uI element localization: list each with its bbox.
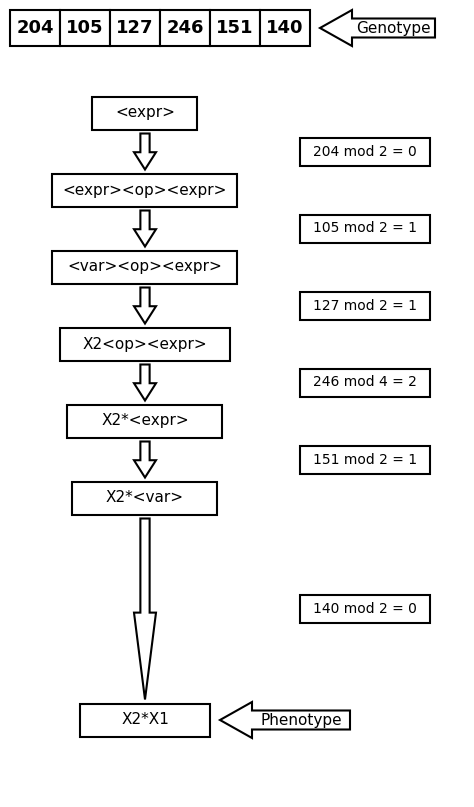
- Bar: [110, 10, 160, 46]
- Bar: [60, 328, 230, 361]
- Text: X2*<var>: X2*<var>: [106, 491, 184, 505]
- Polygon shape: [220, 702, 350, 738]
- Bar: [53, 174, 237, 207]
- Text: X2*<expr>: X2*<expr>: [101, 413, 189, 429]
- Text: 127 mod 2 = 1: 127 mod 2 = 1: [313, 299, 417, 312]
- Bar: [300, 445, 430, 474]
- Text: 204: 204: [16, 19, 54, 37]
- Polygon shape: [134, 133, 156, 169]
- Bar: [60, 10, 110, 46]
- Text: X2*X1: X2*X1: [121, 713, 169, 727]
- Polygon shape: [320, 10, 435, 46]
- Text: 105 mod 2 = 1: 105 mod 2 = 1: [313, 221, 417, 236]
- Bar: [10, 10, 60, 46]
- Text: 204 mod 2 = 0: 204 mod 2 = 0: [313, 144, 417, 158]
- Bar: [80, 704, 210, 737]
- Text: 246 mod 4 = 2: 246 mod 4 = 2: [313, 375, 417, 390]
- Polygon shape: [134, 519, 156, 700]
- Bar: [300, 291, 430, 320]
- Bar: [73, 482, 218, 515]
- Text: 151 mod 2 = 1: 151 mod 2 = 1: [313, 453, 417, 466]
- Text: 127: 127: [116, 19, 154, 37]
- Polygon shape: [134, 287, 156, 324]
- Text: <var><op><expr>: <var><op><expr>: [68, 260, 222, 274]
- Polygon shape: [134, 365, 156, 400]
- Text: X2<op><expr>: X2<op><expr>: [82, 337, 207, 352]
- Bar: [210, 10, 260, 46]
- Text: <expr><op><expr>: <expr><op><expr>: [63, 182, 227, 198]
- Text: 151: 151: [216, 19, 254, 37]
- Text: 105: 105: [66, 19, 104, 37]
- Text: 140: 140: [266, 19, 304, 37]
- Bar: [300, 369, 430, 396]
- Bar: [53, 250, 237, 283]
- Bar: [67, 404, 222, 437]
- Bar: [92, 97, 198, 129]
- Text: Phenotype: Phenotype: [260, 713, 342, 727]
- Bar: [260, 10, 310, 46]
- Text: Genotype: Genotype: [356, 20, 431, 36]
- Text: 140 mod 2 = 0: 140 mod 2 = 0: [313, 602, 417, 616]
- Polygon shape: [134, 211, 156, 246]
- Bar: [300, 595, 430, 623]
- Text: <expr>: <expr>: [115, 106, 175, 120]
- Text: 246: 246: [166, 19, 204, 37]
- Polygon shape: [134, 441, 156, 478]
- Bar: [300, 137, 430, 165]
- Bar: [300, 215, 430, 242]
- Bar: [160, 10, 210, 46]
